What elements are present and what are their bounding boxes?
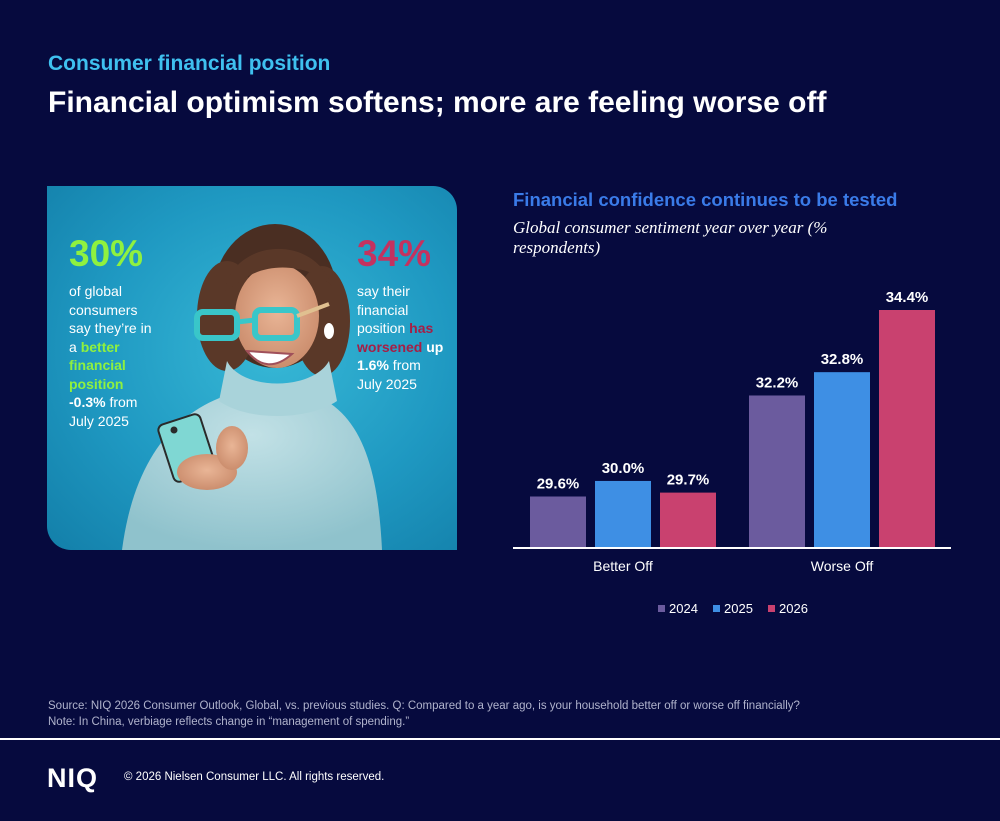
legend-swatch-2026 — [768, 605, 775, 612]
data-label: 34.4% — [886, 289, 929, 306]
legend-swatch-2024 — [658, 605, 665, 612]
data-label: 30.0% — [602, 460, 645, 477]
legend-label-2025: 2025 — [724, 601, 753, 616]
woman-with-phone-photo — [122, 224, 382, 550]
better-off-text-2: from July 2025 — [69, 394, 138, 429]
category-label: Worse Off — [811, 558, 874, 574]
chart-title: Financial confidence continues to be tes… — [513, 189, 898, 210]
copyright-text: © 2026 Nielsen Consumer LLC. All rights … — [124, 771, 385, 783]
data-label: 32.8% — [821, 351, 864, 368]
better-off-text: of global consumers say they’re in a — [69, 283, 152, 355]
bar-worse-off-2025 — [814, 372, 870, 547]
sentiment-bar-chart: 29.6% 30.0% 29.7% Better Off 32.2% 32.8% 34.4%… — [513, 289, 951, 616]
section-kicker: Consumer financial position — [48, 52, 331, 75]
bar-worse-off-2024 — [749, 395, 805, 547]
data-label: 29.7% — [667, 472, 710, 489]
source-note: Source: NIQ 2026 Consumer Outlook, Globa… — [48, 698, 948, 730]
bar-worse-off-2026 — [879, 310, 935, 547]
niq-logo: NIQ — [47, 763, 99, 793]
stat-card: 30% of global consumers say they’re in a… — [47, 186, 457, 550]
worse-off-text: say their financial position — [357, 283, 410, 336]
worse-off-text-2: from July 2025 — [357, 357, 421, 392]
worse-off-value: 34% — [357, 233, 432, 274]
chart-subtitle: Global consumer sentiment year over year… — [513, 218, 828, 257]
better-off-stat: 30% of global consumers say they’re in a… — [69, 234, 159, 430]
legend-swatch-2025 — [713, 605, 720, 612]
note-text: Note: In China, verbiage reflects change… — [48, 716, 410, 728]
bar-better-off-2025 — [595, 480, 651, 547]
page-title: Financial optimism softens; more are fee… — [48, 86, 827, 119]
better-off-change: -0.3% — [69, 394, 106, 410]
worse-off-highlight: has worsened — [357, 320, 434, 355]
legend-label-2026: 2026 — [779, 601, 808, 616]
bar-better-off-2024 — [530, 496, 586, 547]
data-label: 29.6% — [537, 475, 580, 492]
category-label: Better Off — [593, 558, 653, 574]
footer-divider — [0, 738, 1000, 740]
better-off-value: 30% — [69, 233, 144, 274]
better-off-highlight: better financial position — [69, 338, 126, 392]
legend-label-2024: 2024 — [669, 601, 698, 616]
source-text: Source: NIQ 2026 Consumer Outlook, Globa… — [48, 700, 800, 712]
worse-off-change: up 1.6% — [357, 338, 444, 374]
bar-better-off-2026 — [660, 492, 716, 547]
worse-off-stat: 34% say their financial position has wor… — [357, 234, 449, 393]
data-label: 32.2% — [756, 374, 799, 391]
